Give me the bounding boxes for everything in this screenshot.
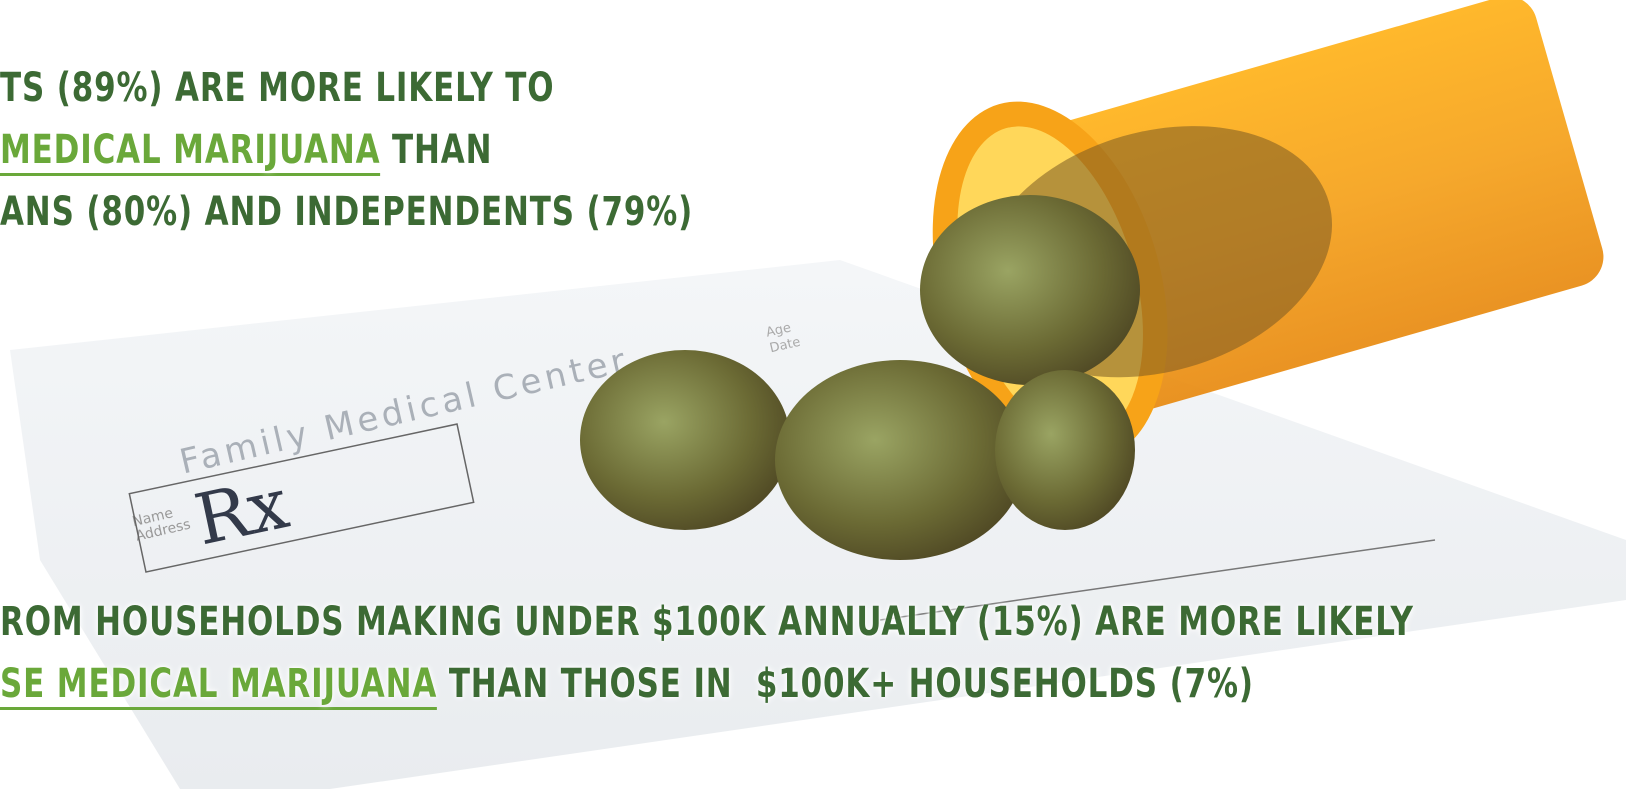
date-label: Date	[768, 335, 802, 357]
statement-line: ROM HOUSEHOLDS MAKING UNDER $100K ANNUAL…	[0, 602, 1414, 642]
bud	[995, 370, 1135, 530]
statement-text: ROM HOUSEHOLDS MAKING UNDER $100K ANNUAL…	[0, 599, 1414, 645]
bud	[580, 350, 790, 530]
statement-text: THAN THOSE IN $100K+ HOUSEHOLDS (7%)	[448, 661, 1254, 707]
signature-line	[879, 539, 1436, 621]
link[interactable]: MEDICAL MARIJUANA	[0, 127, 381, 176]
age-label: Age	[765, 320, 793, 340]
statement-line: TS (89%) ARE MORE LIKELY TO	[0, 68, 554, 108]
statement-line: MEDICAL MARIJUANA THAN	[0, 127, 493, 176]
statement-text: THAN	[392, 127, 493, 173]
link[interactable]: SE MEDICAL MARIJUANA	[0, 661, 438, 710]
rx-frame	[128, 423, 475, 573]
statement-text: ANS (80%) AND INDEPENDENTS (79%)	[0, 189, 694, 235]
buds	[580, 195, 1140, 560]
rx-box: Rx	[128, 423, 475, 573]
statement-line: SE MEDICAL MARIJUANA THAN THOSE IN $100K…	[0, 661, 1254, 710]
statement-line: ANS (80%) AND INDEPENDENTS (79%)	[0, 192, 693, 232]
statement-text: TS (89%) ARE MORE LIKELY TO	[0, 65, 555, 111]
bud	[775, 360, 1025, 560]
bud	[920, 195, 1140, 385]
rx-symbol: Rx	[188, 462, 295, 561]
